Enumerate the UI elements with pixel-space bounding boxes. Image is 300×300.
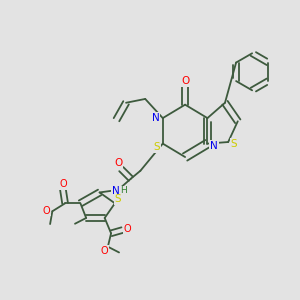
Text: O: O [59,179,67,189]
Text: H: H [121,186,127,195]
Text: N: N [210,141,218,151]
Text: O: O [42,206,50,216]
Text: S: S [115,194,122,205]
Text: O: O [181,76,189,86]
Text: O: O [100,245,108,256]
Text: S: S [231,139,237,148]
Text: N: N [152,113,160,123]
Text: S: S [154,142,160,152]
Text: O: O [124,224,131,233]
Text: O: O [114,158,122,168]
Text: N: N [112,187,119,196]
